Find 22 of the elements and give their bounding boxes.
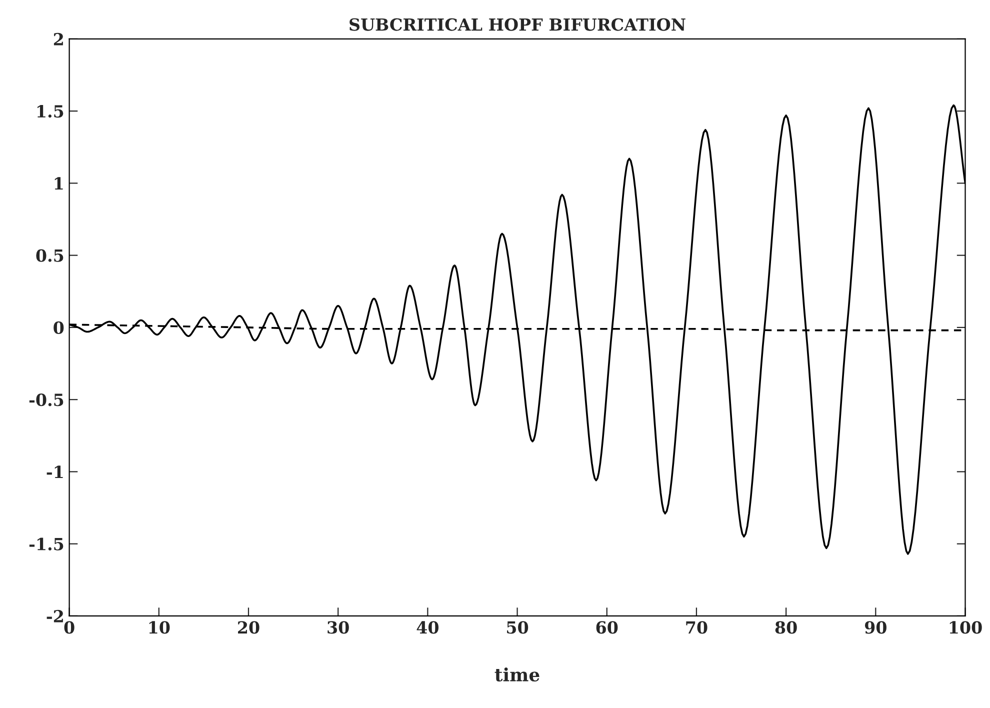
x-tick-label: 30: [328, 621, 349, 634]
x-tick-label: 50: [507, 621, 528, 634]
y-tick-label: 0.5: [36, 249, 64, 262]
y-tick-label: 1.5: [37, 105, 64, 118]
y-tick-label: 2: [54, 32, 63, 46]
x-tick-label: 70: [686, 621, 708, 634]
y-tick-label: 1: [54, 177, 63, 190]
y-tick-label: -1: [46, 466, 63, 478]
x-tick-label: 100: [950, 621, 982, 634]
chart-title: SUBCRITICAL HOPF BIFURCATION: [350, 18, 686, 31]
y-tick-label: 0: [54, 321, 64, 334]
x-tick-label: 80: [775, 621, 797, 634]
x-tick-label: 20: [238, 621, 260, 634]
x-axis-title: time: [494, 668, 540, 682]
y-tick-label: -2: [46, 610, 63, 622]
x-tick-label: 40: [416, 621, 438, 634]
x-tick-label: 10: [149, 621, 170, 634]
x-tick-label: 90: [864, 621, 886, 634]
y-tick-label: -1.5: [29, 538, 64, 550]
x-tick-label: 60: [596, 621, 618, 634]
x-tick-label: 0: [64, 621, 74, 634]
y-tick-label: -0.5: [29, 394, 64, 406]
